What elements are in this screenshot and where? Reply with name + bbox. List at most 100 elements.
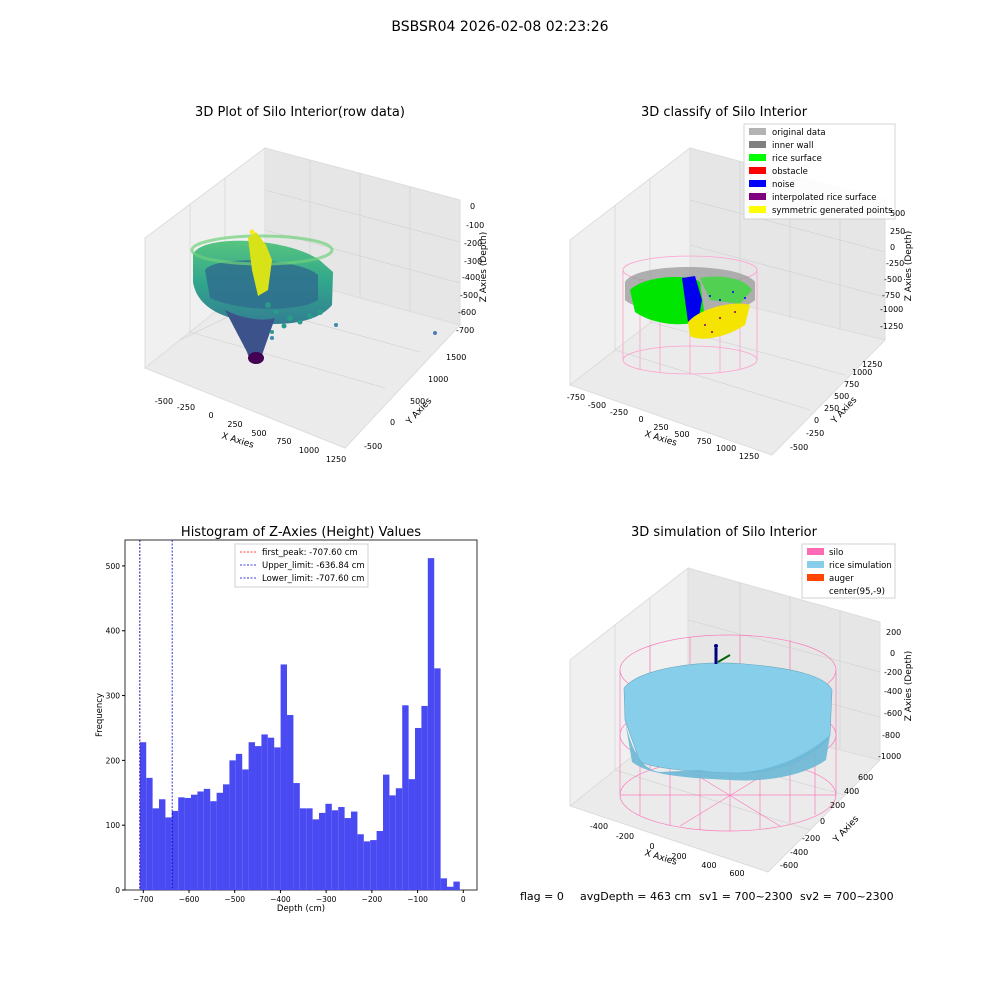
svg-text:1000: 1000 [716,444,736,453]
svg-text:1250: 1250 [326,455,346,464]
svg-text:-200: -200 [802,834,820,843]
noise-points [682,276,702,322]
histogram-bar [210,801,217,890]
cone-points [225,310,275,362]
svg-text:0: 0 [208,411,213,420]
legend-swatch-rice-surface [749,154,766,161]
svg-text:-200: -200 [884,668,902,677]
histogram-bar [255,746,262,890]
histogram-bar [383,774,390,890]
svg-text:400: 400 [844,787,859,796]
figure-title: BSBSR04 2026-02-08 02:23:26 [391,19,608,35]
avg-depth-value: avgDepth = 463 cm [580,890,691,903]
histogram-bar [331,810,339,890]
svg-text:-500: -500 [364,442,382,451]
outlier-point [249,229,255,235]
histogram-bar [248,742,256,890]
histogram-bar [229,760,236,890]
histogram-bar [402,705,409,890]
histogram-bar [434,668,441,890]
svg-text:-250: -250 [886,259,904,268]
svg-text:1250: 1250 [739,452,759,461]
histogram-bar [191,794,198,890]
svg-text:0: 0 [814,416,819,425]
purple-interpolated-points [704,311,736,333]
y-axis-ticks: -500 0 500 1000 1500 [364,353,466,451]
legend-frame [234,543,369,588]
histogram-bar [242,769,249,890]
histogram-bar [319,812,326,890]
y-axis-label: Y Axies [831,814,861,846]
legend-label: auger [829,574,854,584]
svg-text:-400: -400 [884,687,902,696]
histogram-bar [171,810,179,890]
legend-label: original data [772,128,826,138]
svg-text:0: 0 [638,415,643,424]
histogram-bar [427,558,435,890]
svg-text:-400: -400 [790,848,808,857]
histogram-bar [274,747,281,890]
svg-text:-500: -500 [588,401,606,410]
svg-text:-200: -200 [616,832,634,841]
svg-text:-200: -200 [464,239,482,248]
legend-swatch-symmetric [749,206,766,213]
panel-3d-raw: 3D Plot of Silo Interior(row data) [144,105,489,464]
z-axis-ticks: 0 -100 -200 -300 -400 -500 -600 -700 [456,202,484,335]
y-tick-label: 400 [106,627,121,636]
x-tick-label: −500 [224,895,245,904]
z-axis-label: Z Axies (Depth) [904,651,914,722]
svg-text:0: 0 [649,842,654,851]
legend-swatch-noise [749,180,766,187]
histogram-bar [351,811,358,890]
svg-text:750: 750 [844,380,859,389]
svg-text:500: 500 [251,429,266,438]
histogram-bar [306,808,313,890]
legend-swatch-interpolated [749,193,766,200]
legend-swatch-silo [807,548,824,555]
histogram-bar [293,783,300,890]
histogram-bar [415,727,422,890]
svg-text:500: 500 [674,430,689,439]
legend-swatch-rice-simulation [807,561,824,568]
legend-label: rice surface [772,154,822,164]
status-line: flag = 0 avgDepth = 463 cm sv1 = 700~230… [520,890,894,903]
rice-simulation-front [625,720,830,781]
z-axis-ticks: 500 250 0 -250 -500 -750 -1000 -1250 [880,209,905,331]
y-axis-label: Frequency [95,693,105,737]
histogram-legend: first_peak: -707.60 cm Upper_limit: -636… [234,543,369,588]
svg-text:-500: -500 [790,443,808,452]
scatter-points [265,302,437,340]
svg-text:1000: 1000 [299,446,319,455]
sv2-value: sv2 = 700~2300 [800,890,894,903]
legend: silo rice simulation auger center(95,-9) [801,543,896,599]
histogram-bar [338,807,345,890]
svg-text:-300: -300 [464,257,482,266]
histogram-bar [389,795,396,890]
svg-text:750: 750 [276,437,291,446]
x-axis-ticks: -500 -250 0 250 500 750 1000 1250 [155,397,346,464]
histogram-bar [357,834,364,890]
legend-swatch-original-data [749,128,766,135]
histogram-bar [165,817,172,890]
panel-3d-simulation-title: 3D simulation of Silo Interior [631,525,818,540]
x-tick-label: −100 [407,895,428,904]
svg-text:-1000: -1000 [880,305,903,314]
svg-text:-700: -700 [456,326,474,335]
legend-label: obstacle [772,167,808,177]
legend-label: center(95,-9) [829,587,885,597]
svg-text:-100: -100 [466,221,484,230]
histogram-bar [146,777,153,890]
flag-value: flag = 0 [520,890,564,903]
x-axis-label: X Axies [220,431,255,450]
x-axis-ticks: −700 −600 −500 −400 −300 −200 −100 0 [133,890,466,904]
histogram-bar [197,791,204,890]
legend-label: Upper_limit: -636.84 cm [262,561,365,571]
svg-text:-600: -600 [884,709,902,718]
svg-text:-400: -400 [590,822,608,831]
histogram-bar [370,840,377,890]
histogram-reference-lines [139,540,173,890]
svg-text:-1250: -1250 [880,322,903,331]
legend-label: silo [829,548,843,558]
x-axis-ticks: -750 -500 -250 0 250 500 750 1000 1250 [567,393,759,461]
x-tick-label: −200 [362,895,383,904]
